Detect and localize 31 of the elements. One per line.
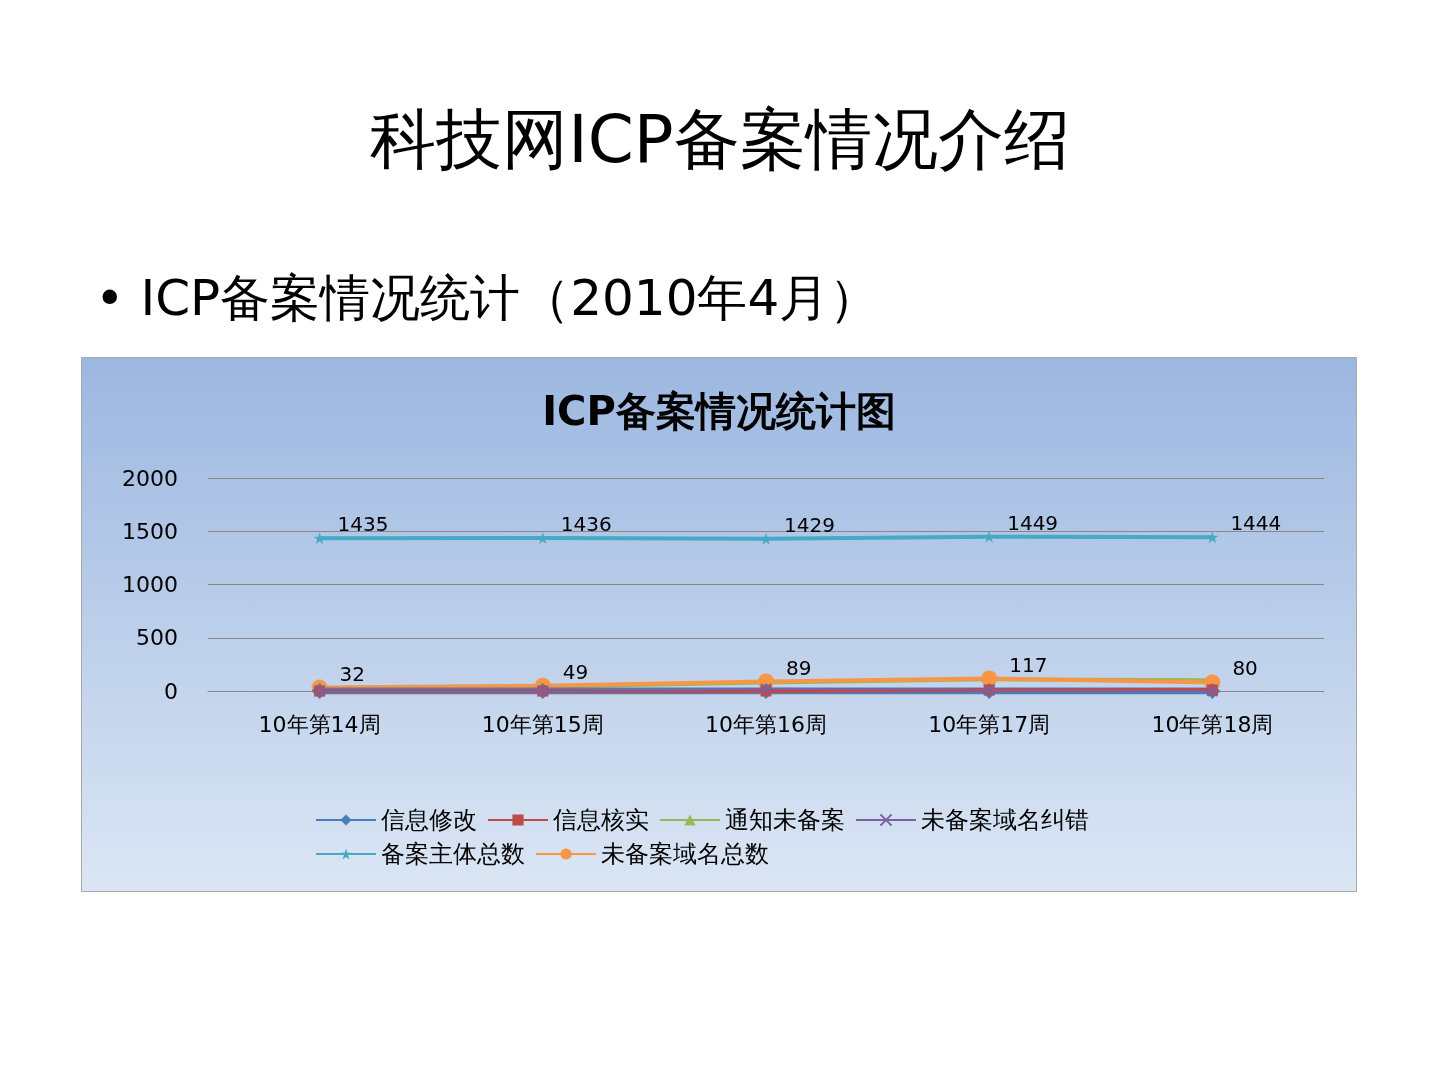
y-tick-label: 500 [136,625,178,651]
data-label: 1449 [1007,510,1059,535]
data-label: 80 [1232,656,1258,681]
y-tick-label: 1500 [122,518,178,544]
y-tick-label: 0 [164,678,178,704]
x-tick-label: 10年第15周 [481,711,604,737]
data-label: 32 [339,661,366,686]
data-label: 49 [562,659,589,684]
data-label: 1429 [784,512,835,537]
data-label: 1444 [1230,511,1282,536]
chart-subtitle: • ICP备案情况统计（2010年4月） [95,268,880,329]
x-tick-label: 10年第16周 [705,711,827,737]
x-tick-label: 10年第14周 [258,711,381,737]
x-tick-label: 10年第17周 [928,711,1051,737]
legend-label: 通知未备案 [725,806,845,834]
data-label: 117 [1009,652,1048,677]
point [1206,531,1219,544]
data-label: 1435 [337,512,389,537]
legend-label: 备案主体总数 [381,840,525,868]
legend-label: 未备案域名纠错 [921,806,1089,834]
legend-label: 信息核实 [553,806,649,834]
legend-label: 未备案域名总数 [601,840,769,868]
y-tick-label: 1000 [122,572,178,597]
legend-label: 信息修改 [381,806,477,834]
data-label: 1436 [560,512,612,537]
data-label: 89 [786,655,812,680]
y-tick-label: 2000 [122,465,178,491]
chart-title: 科技网ICP备案情况介绍 [369,100,1071,180]
text: ICP备案情况统计图 [542,388,896,434]
point [313,532,326,545]
x-tick-label: 10年第18周 [1151,711,1274,737]
